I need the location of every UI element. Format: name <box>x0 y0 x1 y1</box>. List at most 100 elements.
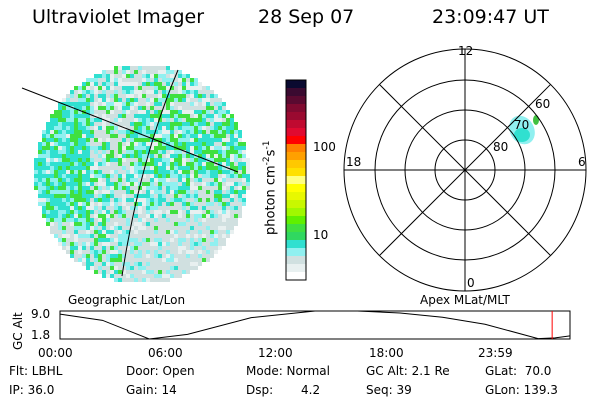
image-pixel <box>162 174 166 178</box>
image-pixel <box>90 98 94 102</box>
image-pixel <box>182 118 186 122</box>
image-pixel <box>66 94 70 98</box>
image-pixel <box>94 158 98 162</box>
image-pixel <box>150 142 154 146</box>
image-pixel <box>162 110 166 114</box>
image-pixel <box>166 270 170 274</box>
image-pixel <box>182 122 186 126</box>
image-pixel <box>154 98 158 102</box>
image-pixel <box>142 194 146 198</box>
image-pixel <box>166 106 170 110</box>
image-pixel <box>174 94 178 98</box>
image-pixel <box>186 142 190 146</box>
image-pixel <box>194 218 198 222</box>
image-pixel <box>162 94 166 98</box>
image-pixel <box>70 242 74 246</box>
image-pixel <box>70 138 74 142</box>
image-pixel <box>186 238 190 242</box>
image-pixel <box>58 110 62 114</box>
image-pixel <box>242 178 246 182</box>
image-pixel <box>86 262 90 266</box>
image-pixel <box>186 154 190 158</box>
image-pixel <box>98 78 102 82</box>
image-pixel <box>50 222 54 226</box>
image-pixel <box>166 258 170 262</box>
image-pixel <box>142 66 146 70</box>
image-pixel <box>226 194 230 198</box>
image-pixel <box>230 122 234 126</box>
image-pixel <box>138 238 142 242</box>
image-pixel <box>74 134 78 138</box>
image-pixel <box>146 158 150 162</box>
image-pixel <box>206 258 210 262</box>
image-pixel <box>158 126 162 130</box>
image-pixel <box>58 146 62 150</box>
image-pixel <box>106 226 110 230</box>
image-pixel <box>238 210 242 214</box>
image-pixel <box>90 258 94 262</box>
image-pixel <box>186 230 190 234</box>
image-pixel <box>122 102 126 106</box>
image-pixel <box>122 190 126 194</box>
image-pixel <box>214 206 218 210</box>
image-pixel <box>146 274 150 278</box>
image-pixel <box>98 142 102 146</box>
image-pixel <box>58 114 62 118</box>
image-pixel <box>126 210 130 214</box>
image-pixel <box>238 174 242 178</box>
image-pixel <box>86 142 90 146</box>
image-pixel <box>114 74 118 78</box>
image-pixel <box>162 66 166 70</box>
image-pixel <box>54 154 58 158</box>
image-pixel <box>154 234 158 238</box>
geographic-image <box>34 66 250 282</box>
image-pixel <box>146 198 150 202</box>
image-pixel <box>230 114 234 118</box>
image-pixel <box>142 210 146 214</box>
image-pixel <box>162 86 166 90</box>
image-pixel <box>122 218 126 222</box>
image-pixel <box>38 170 42 174</box>
image-pixel <box>122 274 126 278</box>
image-pixel <box>202 154 206 158</box>
image-pixel <box>94 78 98 82</box>
image-pixel <box>82 230 86 234</box>
image-pixel <box>118 242 122 246</box>
image-pixel <box>166 126 170 130</box>
image-pixel <box>82 210 86 214</box>
image-pixel <box>118 78 122 82</box>
image-pixel <box>138 86 142 90</box>
image-pixel <box>82 154 86 158</box>
image-pixel <box>214 94 218 98</box>
image-pixel <box>142 122 146 126</box>
image-pixel <box>210 130 214 134</box>
image-pixel <box>166 130 170 134</box>
image-pixel <box>66 190 70 194</box>
image-pixel <box>94 190 98 194</box>
image-pixel <box>186 74 190 78</box>
image-pixel <box>222 178 226 182</box>
image-pixel <box>206 150 210 154</box>
image-pixel <box>222 170 226 174</box>
image-pixel <box>74 170 78 174</box>
image-pixel <box>138 146 142 150</box>
image-pixel <box>178 106 182 110</box>
image-pixel <box>186 146 190 150</box>
image-pixel <box>38 142 42 146</box>
image-pixel <box>170 162 174 166</box>
image-pixel <box>138 130 142 134</box>
image-pixel <box>198 222 202 226</box>
image-pixel <box>166 206 170 210</box>
image-pixel <box>134 242 138 246</box>
image-pixel <box>182 210 186 214</box>
image-pixel <box>58 138 62 142</box>
image-pixel <box>138 110 142 114</box>
image-pixel <box>102 158 106 162</box>
image-pixel <box>214 194 218 198</box>
image-pixel <box>206 122 210 126</box>
image-pixel <box>150 202 154 206</box>
image-pixel <box>82 162 86 166</box>
image-pixel <box>46 146 50 150</box>
image-pixel <box>106 158 110 162</box>
image-pixel <box>218 210 222 214</box>
